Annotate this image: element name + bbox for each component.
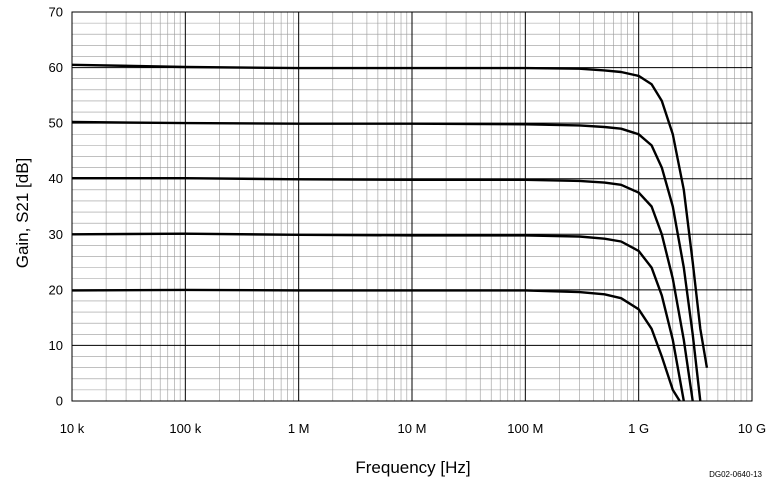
y-tick-label: 30 [49, 227, 63, 242]
figure-code: DG02-0640-13 [709, 470, 762, 479]
plot-frame [71, 11, 753, 402]
y-tick-label: 60 [49, 60, 63, 75]
y-tick-label: 0 [56, 394, 63, 409]
x-tick-label: 100 k [169, 421, 201, 436]
y-tick-label: 40 [49, 171, 63, 186]
gain-curve-2 [71, 120, 702, 402]
x-tick-label: 100 M [507, 421, 543, 436]
y-tick-labels: 0 10 20 30 40 50 60 70 [49, 5, 63, 409]
gain-curve-5 [71, 288, 681, 402]
gain-curve-4 [71, 232, 685, 402]
x-axis-label: Frequency [Hz] [355, 458, 470, 477]
y-tick-label: 10 [49, 338, 63, 353]
y-tick-label: 20 [49, 282, 63, 297]
x-tick-label: 10 k [60, 421, 85, 436]
x-tick-label: 10 M [398, 421, 427, 436]
series-layer [71, 63, 709, 402]
gain-curve-1 [71, 63, 709, 368]
y-tick-label: 70 [49, 5, 63, 20]
x-tick-label: 10 G [738, 421, 766, 436]
y-tick-label: 50 [49, 116, 63, 131]
x-tick-labels: 10 k 100 k 1 M 10 M 100 M 1 G 10 G [60, 421, 766, 436]
x-tick-label: 1 G [628, 421, 649, 436]
y-axis-label: Gain, S21 [dB] [13, 158, 32, 269]
gain-curve-3 [72, 177, 694, 402]
x-tick-label: 1 M [288, 421, 310, 436]
